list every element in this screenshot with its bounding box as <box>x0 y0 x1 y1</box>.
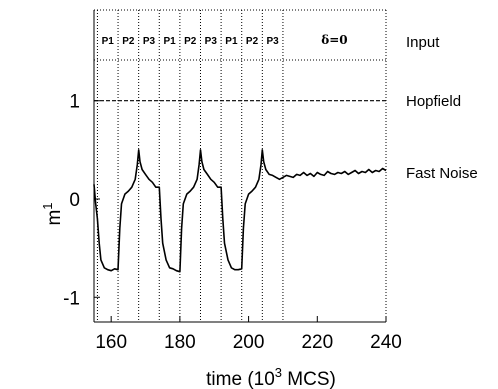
x-axis-ticks: 160 180 200 220 240 <box>95 316 402 353</box>
phase-label-8: P2 <box>246 36 259 47</box>
y-tick-label-0: 0 <box>69 190 80 211</box>
row-label-fast-noise: Fast Noise <box>406 165 478 182</box>
y-axis-title-exponent: 1 <box>40 202 55 209</box>
input-row: P1 P2 P3 P1 P2 P3 P1 P2 P3 δ=0 <box>94 33 386 61</box>
y-tick-label--1: -1 <box>63 288 80 309</box>
row-label-input: Input <box>406 34 440 51</box>
x-tick-label-180: 180 <box>164 332 196 353</box>
series-layer <box>93 100 387 273</box>
phase-label-7: P1 <box>225 36 238 47</box>
x-axis-title-exponent: 3 <box>275 365 282 380</box>
phase-label-9: P3 <box>267 36 280 47</box>
series-line-fast-noise <box>93 149 387 273</box>
x-axis-title-unit: MCS) <box>282 369 336 389</box>
x-axis-title-main: time (10 <box>206 369 275 389</box>
phase-label-4: P1 <box>163 36 176 47</box>
phase-boundary-lines <box>96 10 284 322</box>
x-axis-title: time (103 MCS) <box>206 365 336 389</box>
phase-label-2: P2 <box>122 36 135 47</box>
x-tick-label-220: 220 <box>301 332 333 353</box>
x-tick-label-200: 200 <box>233 332 265 353</box>
y-axis-title-main: m <box>44 210 65 226</box>
y-axis-ticks: -1 0 1 <box>63 92 100 309</box>
phase-label-6: P3 <box>205 36 218 47</box>
plot-frame <box>93 9 387 323</box>
y-tick-label-1: 1 <box>69 92 80 113</box>
row-label-hopfield: Hopfield <box>406 93 461 110</box>
delta-label: δ=0 <box>321 33 347 47</box>
x-tick-label-160: 160 <box>95 332 127 353</box>
x-tick-label-240: 240 <box>370 332 402 353</box>
phase-label-5: P2 <box>184 36 197 47</box>
phase-label-3: P3 <box>143 36 156 47</box>
y-axis-title: m1 <box>40 202 65 225</box>
phase-label-1: P1 <box>102 36 115 47</box>
